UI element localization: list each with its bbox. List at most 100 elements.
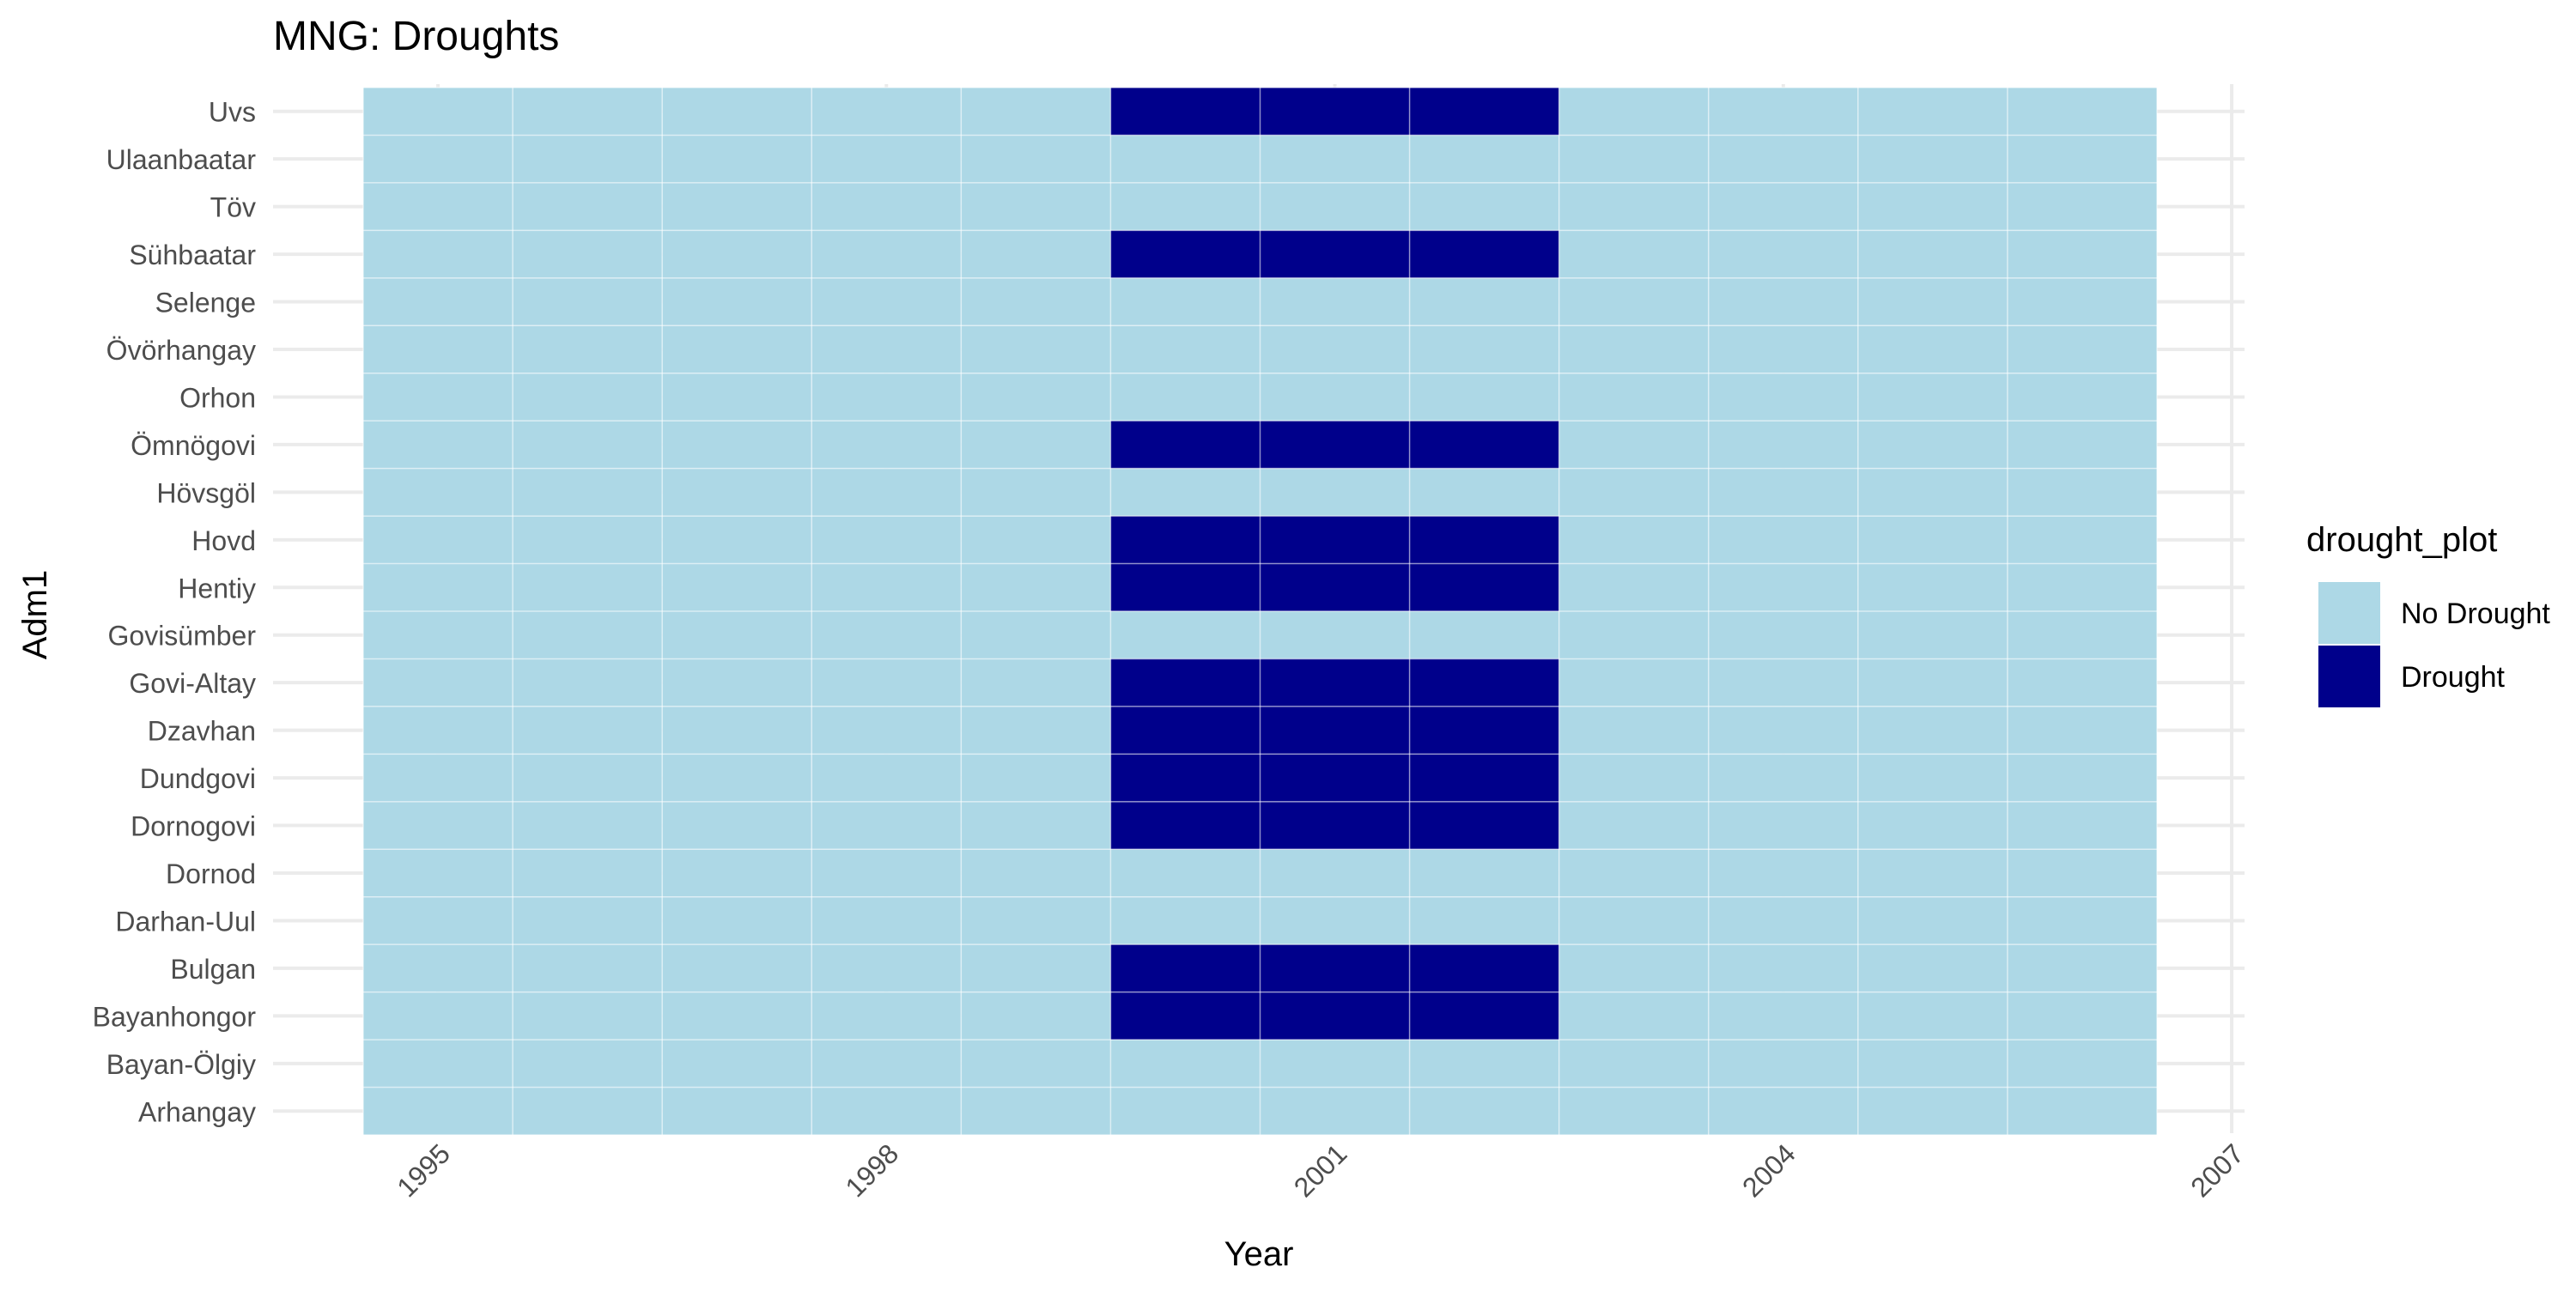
heatmap-tile [1708,1040,1858,1088]
heatmap-tile [811,135,962,183]
heatmap-tile [513,325,663,373]
heatmap-tile [1558,611,1709,659]
heatmap-tile [1708,563,1858,611]
heatmap-tile [2007,706,2157,755]
heatmap-tile [811,421,962,469]
heatmap-tile [961,277,1111,326]
heatmap-tile [1110,658,1261,707]
heatmap-tile [662,944,812,992]
heatmap-tile [363,516,513,564]
heatmap-tile [662,182,812,231]
heatmap-tile [1409,563,1559,611]
heatmap-tile [662,801,812,850]
y-tick-label: Govi-Altay [129,668,256,699]
legend-label: No Drought [2401,597,2550,630]
heatmap-tile [1260,516,1410,564]
heatmap-tile [1409,896,1559,945]
heatmap-tile [1558,516,1709,564]
heatmap-tile [363,563,513,611]
heatmap-tile [811,849,962,897]
heatmap-tile [662,658,812,707]
heatmap-tile [2007,373,2157,422]
heatmap-tile [513,135,663,183]
y-tick-label: Bayan-Ölgiy [106,1049,256,1080]
heatmap-tile [363,992,513,1040]
heatmap-tile [961,992,1111,1040]
heatmap-tiles [363,88,2157,1135]
heatmap-tile [1708,896,1858,945]
heatmap-tile [1857,896,2008,945]
y-tick-label: Arhangay [138,1096,256,1127]
heatmap-tile [1260,88,1410,136]
heatmap-tile [363,801,513,850]
heatmap-tile [1409,1040,1559,1088]
heatmap-tile [363,135,513,183]
heatmap-tile [363,706,513,755]
heatmap-tile [1110,516,1261,564]
heatmap-tile [513,468,663,517]
heatmap-tile [1260,849,1410,897]
heatmap-tile [1110,563,1261,611]
heatmap-tile [1110,849,1261,897]
heatmap-tile [363,754,513,802]
heatmap-tile [961,1040,1111,1088]
heatmap-tile [1857,992,2008,1040]
heatmap-tile [811,277,962,326]
y-tick-label: Govisümber [108,621,257,652]
heatmap-tile [2007,468,2157,517]
heatmap-tile [1409,611,1559,659]
heatmap-tile [662,516,812,564]
y-tick-label: Ömnögovi [131,430,256,461]
heatmap-tile [662,992,812,1040]
heatmap-tile [662,849,812,897]
heatmap-tile [1708,992,1858,1040]
heatmap-tile [1260,373,1410,422]
heatmap-tile [2007,754,2157,802]
heatmap-tile [811,944,962,992]
legend-title: drought_plot [2306,521,2497,559]
heatmap-tile [961,468,1111,517]
heatmap-tile [1110,754,1261,802]
heatmap-tile [662,563,812,611]
heatmap-tile [1260,611,1410,659]
heatmap-tile [1558,230,1709,278]
heatmap-tile [1558,182,1709,231]
y-tick-label: Dornogovi [131,811,256,842]
heatmap-tile [1409,182,1559,231]
heatmap-tile [1558,754,1709,802]
heatmap-tile [961,563,1111,611]
heatmap-tile [961,658,1111,707]
heatmap-tile [1857,135,2008,183]
heatmap-tile [811,325,962,373]
heatmap-tile [363,611,513,659]
heatmap-tile [1260,658,1410,707]
heatmap-tile [513,563,663,611]
x-tick-label: 2001 [1288,1137,1353,1203]
legend-entries: No Drought Drought [2318,582,2550,707]
heatmap-tile [1857,563,2008,611]
heatmap-tile [2007,1087,2157,1135]
heatmap-tile [513,516,663,564]
heatmap-tile [1708,88,1858,136]
heatmap-tile [811,516,962,564]
heatmap-tile [1110,706,1261,755]
heatmap-tile [1857,230,2008,278]
heatmap-tile [662,325,812,373]
heatmap-tile [1409,944,1559,992]
heatmap-tile [2007,1040,2157,1088]
heatmap-tile [1409,658,1559,707]
heatmap-tile [1708,849,1858,897]
heatmap-tile [363,277,513,326]
heatmap-tile [1857,658,2008,707]
heatmap-tile [1857,944,2008,992]
heatmap-tile [811,706,962,755]
heatmap-tile [1558,706,1709,755]
heatmap-tile [1260,992,1410,1040]
heatmap-tile [2007,896,2157,945]
heatmap-tile [1708,421,1858,469]
heatmap-tile [1260,421,1410,469]
heatmap-tile [363,896,513,945]
heatmap-tile [1110,230,1261,278]
heatmap-tile [1110,325,1261,373]
heatmap-tile [1708,1087,1858,1135]
